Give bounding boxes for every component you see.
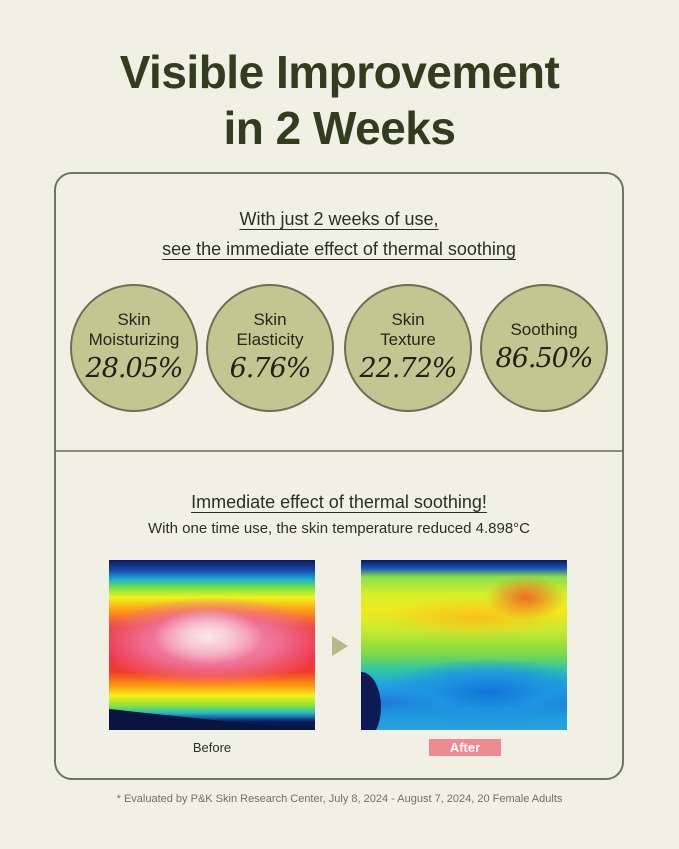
thermal-image-after	[361, 560, 567, 730]
metric-elasticity: Skin Elasticity 6.76%	[206, 284, 334, 412]
metric-value: 6.76%	[229, 353, 312, 384]
metric-label: Skin	[253, 310, 287, 329]
page-title: Visible Improvement in 2 Weeks	[0, 44, 679, 156]
metric-value: 22.72%	[359, 353, 458, 384]
metric-label: Texture	[380, 330, 436, 349]
play-arrow-icon	[332, 636, 348, 656]
title-line-1: Visible Improvement	[119, 46, 560, 98]
metric-label: Elasticity	[236, 330, 304, 349]
metric-label: Soothing	[510, 320, 578, 339]
metric-moisturizing: Skin Moisturizing 28.05%	[70, 284, 198, 412]
footnote: * Evaluated by P&K Skin Research Center,…	[116, 793, 563, 805]
after-badge: After	[429, 739, 501, 756]
thermal-image-before	[109, 560, 315, 730]
metric-soothing: Soothing 86.50%	[480, 284, 608, 412]
metric-texture: Skin Texture 22.72%	[344, 284, 472, 412]
before-caption: Before	[192, 740, 232, 755]
title-line-2: in 2 Weeks	[223, 102, 456, 154]
metric-label: Skin	[391, 310, 425, 329]
metric-label: Moisturizing	[88, 330, 180, 349]
intro-line-2: see the immediate effect of thermal soot…	[162, 239, 516, 259]
thermal-title: Immediate effect of thermal soothing!	[191, 492, 487, 512]
metric-label: Skin	[117, 310, 151, 329]
metric-value: 28.05%	[85, 353, 184, 384]
thermal-subtitle: With one time use, the skin temperature …	[147, 520, 531, 537]
results-card: With just 2 weeks of use, see the immedi…	[54, 172, 624, 780]
intro-line-1: With just 2 weeks of use,	[239, 209, 439, 229]
metric-value: 86.50%	[495, 343, 594, 374]
section-divider	[56, 450, 622, 452]
metric-circles: Skin Moisturizing 28.05% Skin Elasticity…	[70, 284, 610, 414]
